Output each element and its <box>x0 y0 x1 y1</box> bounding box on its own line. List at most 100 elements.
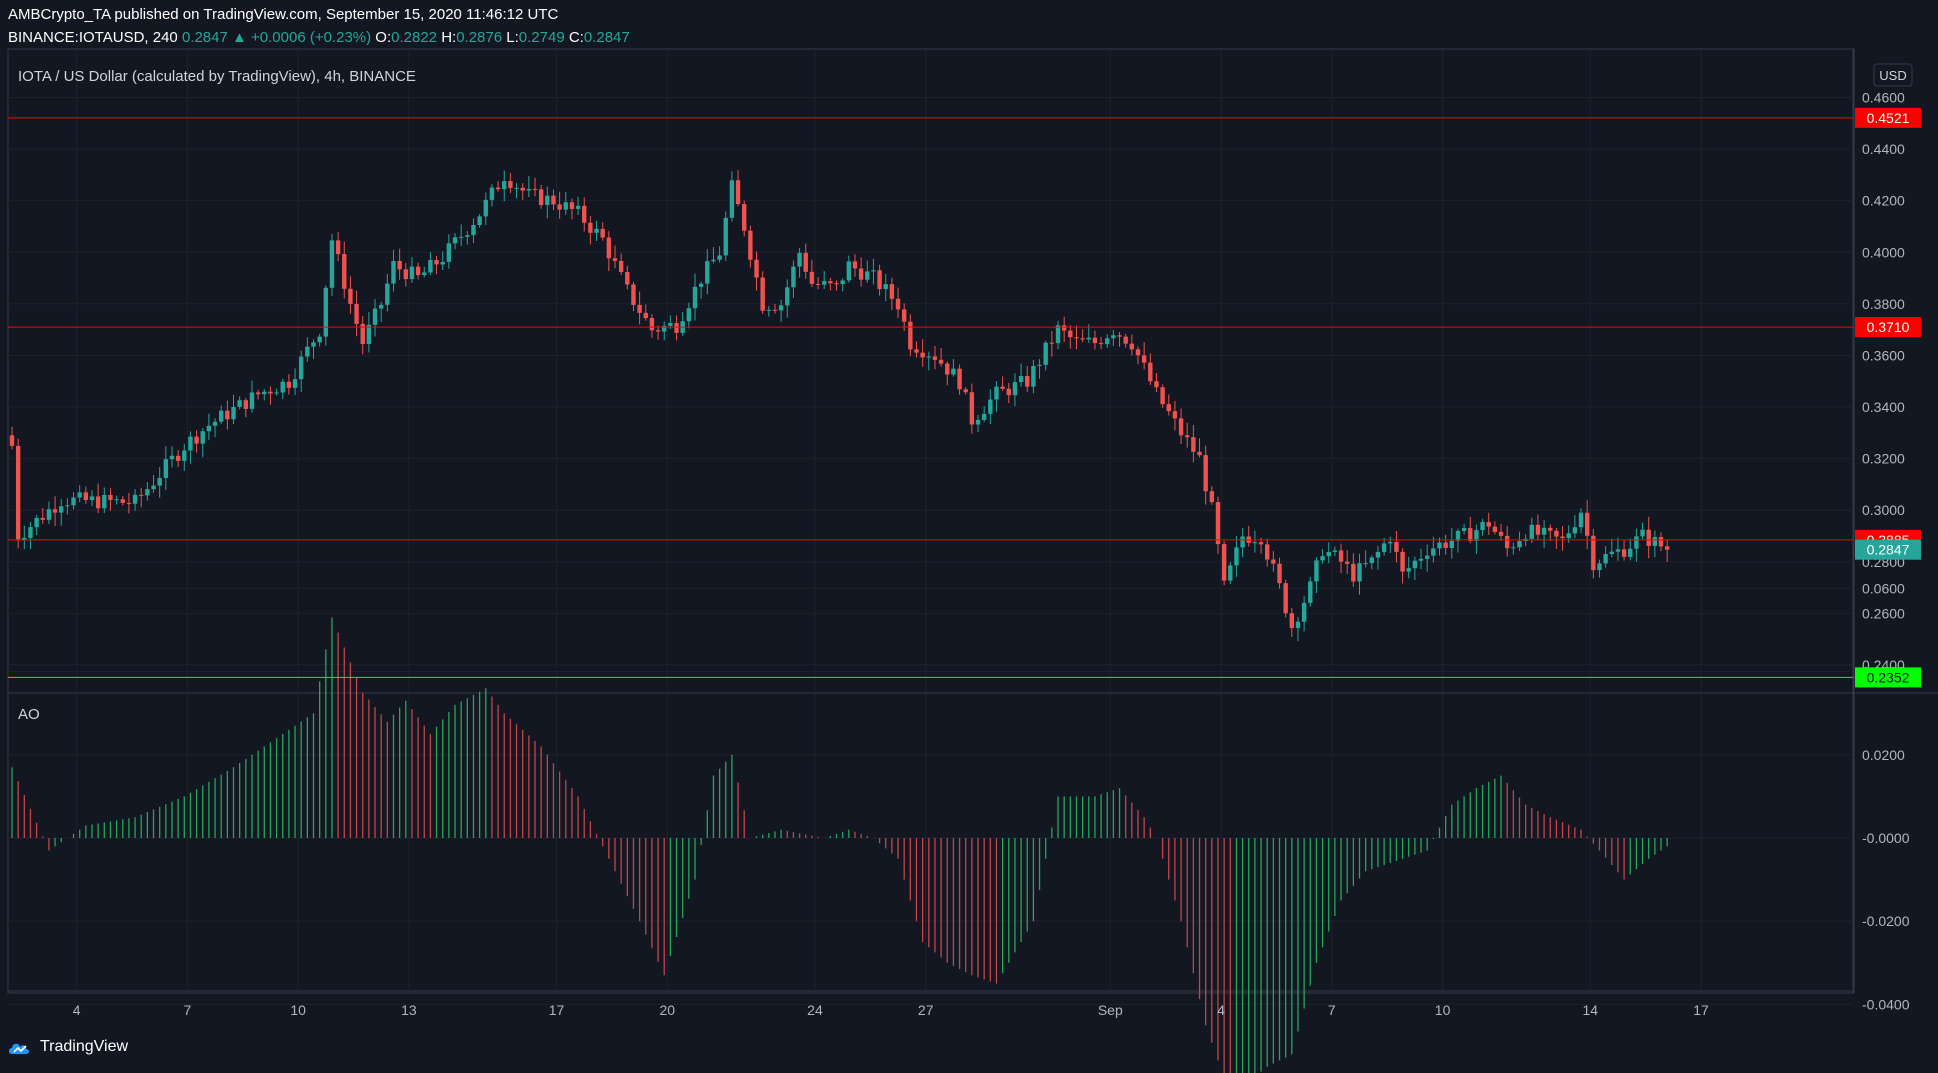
candle-body <box>846 261 852 281</box>
candle-body <box>662 325 667 332</box>
candle-body <box>945 363 950 375</box>
candle-body <box>1535 524 1541 535</box>
candle-body <box>65 505 70 507</box>
candle-body <box>243 400 249 409</box>
candle-body <box>1074 337 1079 339</box>
candle-body <box>649 318 655 331</box>
candle-body <box>120 499 125 503</box>
candle-body <box>1117 335 1122 337</box>
candle-body <box>723 217 728 256</box>
candle-body <box>877 270 882 290</box>
level-label-bg <box>1855 667 1921 688</box>
candle-body <box>311 342 316 347</box>
candle-body <box>1000 386 1005 389</box>
price-tick-label: 0.2600 <box>1862 605 1905 621</box>
candle-body <box>791 266 796 288</box>
candle-body <box>1357 563 1362 582</box>
candle-body <box>502 181 507 190</box>
candle-body <box>102 494 107 509</box>
candle-body <box>778 305 784 311</box>
currency-button[interactable] <box>1873 63 1913 87</box>
candle-body <box>46 509 52 520</box>
candle-body <box>1646 529 1651 546</box>
level-price-label: 0.3710 <box>1867 319 1910 335</box>
candle-body <box>1504 535 1510 549</box>
candle-body <box>1474 530 1479 541</box>
candle-body <box>1185 435 1190 438</box>
candle-body <box>785 287 790 306</box>
level-price-label: 0.4521 <box>1867 110 1910 126</box>
candle-body <box>151 485 156 490</box>
candle-body <box>1400 551 1405 572</box>
candle-body <box>335 240 341 255</box>
candle-body <box>1486 522 1491 527</box>
candle-body <box>643 312 648 319</box>
candle-body <box>840 280 845 285</box>
candle-body <box>255 392 261 395</box>
candle-body <box>938 359 944 364</box>
candle-body <box>157 477 162 486</box>
candle-body <box>1332 550 1338 552</box>
candle-body <box>262 391 267 395</box>
candle-body <box>446 243 452 262</box>
candle-body <box>1609 551 1614 555</box>
candle-body <box>1431 548 1436 556</box>
candle-body <box>323 287 329 337</box>
candle-body <box>1603 554 1608 564</box>
candle-body <box>1031 365 1036 387</box>
candle-body <box>674 323 679 333</box>
close-label: C: <box>568 29 584 46</box>
price-grid <box>8 97 1853 666</box>
candle-body <box>175 455 181 461</box>
candle-body <box>1628 548 1633 557</box>
candle-body <box>1037 364 1042 366</box>
candle-body <box>1289 613 1295 629</box>
candle-body <box>834 283 839 285</box>
candle-body <box>28 527 33 538</box>
candle-body <box>668 323 673 326</box>
candle-body <box>809 271 815 284</box>
candle-body <box>526 189 532 191</box>
candle-body <box>994 386 999 400</box>
candle-body <box>9 435 15 446</box>
candle-body <box>1228 565 1233 581</box>
candle-body <box>988 399 993 414</box>
candle-body <box>360 323 365 344</box>
candle-body <box>821 281 827 285</box>
candle-body <box>1566 533 1571 539</box>
candle-body <box>1572 527 1578 534</box>
candle-body <box>22 537 27 541</box>
candle-body <box>59 506 64 513</box>
time-tick-label: 24 <box>807 1002 823 1018</box>
candle-body <box>1055 325 1061 344</box>
candle-body <box>926 356 931 358</box>
candle-body <box>1554 530 1559 537</box>
candle-body <box>34 517 39 528</box>
candle-body <box>1308 581 1313 603</box>
candle-body <box>428 260 433 273</box>
candle-body <box>126 502 132 504</box>
candle-body <box>1209 491 1215 503</box>
candle-body <box>434 260 439 265</box>
candle-body <box>508 181 513 188</box>
tradingview-logo[interactable]: TradingView <box>8 1038 128 1056</box>
candle-body <box>219 410 224 422</box>
candle-body <box>1351 563 1356 582</box>
candle-body <box>957 368 962 390</box>
candle-body <box>520 187 525 191</box>
candle-body <box>489 187 495 200</box>
symbol-label[interactable]: BINANCE:IOTAUSD, 240 <box>8 29 178 46</box>
candle-body <box>1154 381 1159 388</box>
candle-body <box>631 284 636 305</box>
candle-body <box>1381 543 1387 552</box>
candle-body <box>1148 362 1153 382</box>
candle-body <box>963 389 968 393</box>
candle-body <box>698 283 704 287</box>
time-tick-label: 27 <box>918 1002 934 1018</box>
candle-body <box>1369 557 1375 564</box>
time-tick-label: 10 <box>290 1002 306 1018</box>
candle-body <box>1068 330 1073 338</box>
candle-body <box>15 445 21 541</box>
